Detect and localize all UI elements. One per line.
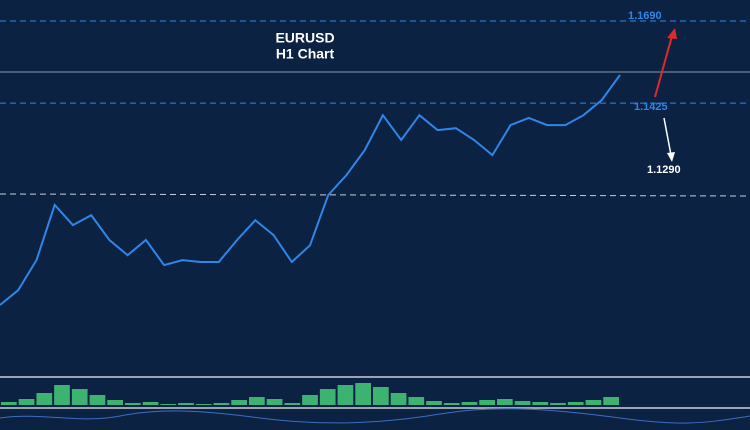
chart-title: EURUSD [275,30,334,46]
histogram-bar [408,397,425,405]
histogram-bar [54,385,70,405]
histogram-bar [284,403,301,405]
histogram-bar [497,399,513,405]
histogram-bar [373,387,389,405]
histogram-bar [231,400,247,405]
target-label: 1.1290 [647,164,681,176]
histogram-bar [160,404,177,405]
oscillator [0,408,750,424]
histogram-bar [107,400,123,405]
histogram-bar [36,393,53,405]
histogram-bar [390,393,407,405]
histogram-bar [479,400,495,405]
histogram-bar [1,402,17,405]
histogram-bar [337,385,354,405]
histogram-bar [89,395,106,405]
down-arrow [663,117,672,156]
histogram-bar [178,403,194,405]
histogram-bar [355,383,371,405]
histogram-bar [302,395,318,405]
histogram-bar [142,402,159,405]
up-arrow-head [667,28,677,39]
histogram-bar [71,389,88,405]
histogram-bar [195,404,212,405]
histogram-bar [550,403,566,405]
down-arrow-head [667,152,675,162]
histogram-bar [319,389,336,405]
histogram-bar [585,400,602,405]
support-line [0,193,750,197]
up-arrow [654,35,673,98]
histogram-bar [266,399,283,405]
histogram-bar [567,402,584,405]
histogram-bar [514,401,531,405]
histogram-bar [426,401,442,405]
histogram-bar [461,402,478,405]
histogram-bar [249,397,265,405]
histogram-bar [532,402,549,405]
chart-subtitle: H1 Chart [276,46,335,62]
price-series [0,74,621,306]
histogram-bar [125,403,141,405]
histogram-bar [443,403,460,405]
histogram-bar [18,399,35,405]
histogram-bar [213,403,230,405]
histogram-bar [603,397,619,405]
level-label: 1.1425 [634,101,668,113]
level-label: 1.1690 [628,10,662,22]
